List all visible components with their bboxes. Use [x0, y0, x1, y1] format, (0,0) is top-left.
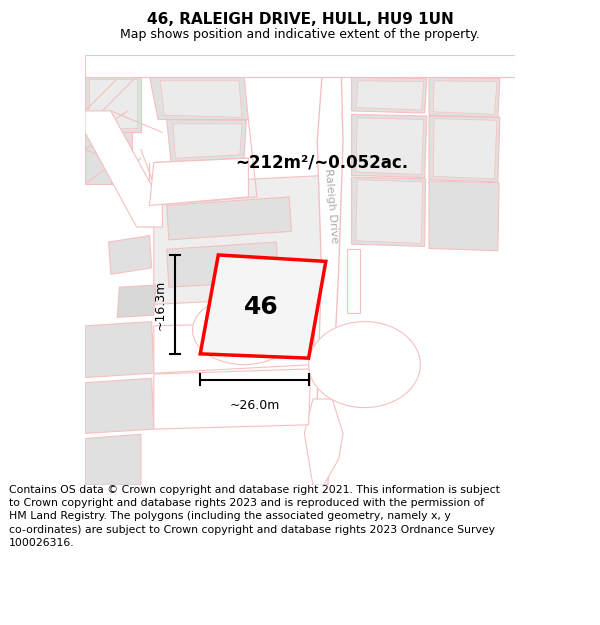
Polygon shape [160, 81, 242, 118]
Text: Contains OS data © Crown copyright and database right 2021. This information is : Contains OS data © Crown copyright and d… [9, 485, 500, 548]
Polygon shape [154, 176, 326, 304]
Polygon shape [85, 76, 141, 132]
Polygon shape [154, 322, 315, 373]
Polygon shape [149, 76, 248, 119]
Polygon shape [304, 399, 343, 485]
Polygon shape [117, 285, 156, 318]
Text: 46, RALEIGH DRIVE, HULL, HU9 1UN: 46, RALEIGH DRIVE, HULL, HU9 1UN [146, 12, 454, 27]
Polygon shape [356, 118, 424, 174]
Polygon shape [85, 378, 154, 433]
Text: Raleigh Drive: Raleigh Drive [323, 168, 340, 243]
Text: ~16.3m: ~16.3m [154, 279, 167, 329]
Polygon shape [200, 255, 326, 358]
Text: ~26.0m: ~26.0m [229, 399, 280, 412]
Polygon shape [356, 180, 422, 243]
Polygon shape [167, 119, 246, 162]
Polygon shape [352, 177, 425, 246]
Polygon shape [433, 81, 497, 114]
Text: 46: 46 [244, 294, 278, 319]
Polygon shape [85, 434, 141, 485]
Polygon shape [352, 78, 427, 113]
Polygon shape [356, 81, 424, 110]
Polygon shape [352, 114, 427, 178]
Polygon shape [429, 181, 499, 251]
Polygon shape [149, 158, 248, 206]
Polygon shape [173, 124, 242, 158]
Text: Map shows position and indicative extent of the property.: Map shows position and indicative extent… [120, 28, 480, 41]
Polygon shape [85, 322, 154, 378]
Polygon shape [193, 296, 296, 364]
Polygon shape [89, 79, 137, 128]
Text: ~212m²/~0.052ac.: ~212m²/~0.052ac. [235, 154, 409, 171]
Polygon shape [429, 78, 500, 118]
Polygon shape [347, 249, 360, 313]
Polygon shape [154, 369, 311, 429]
Polygon shape [167, 197, 292, 240]
Polygon shape [167, 242, 278, 288]
Polygon shape [109, 236, 152, 274]
Polygon shape [308, 322, 421, 408]
Polygon shape [429, 116, 500, 182]
Polygon shape [85, 111, 163, 227]
Polygon shape [313, 55, 343, 485]
Polygon shape [433, 119, 497, 179]
Polygon shape [85, 132, 132, 184]
Polygon shape [85, 55, 515, 76]
